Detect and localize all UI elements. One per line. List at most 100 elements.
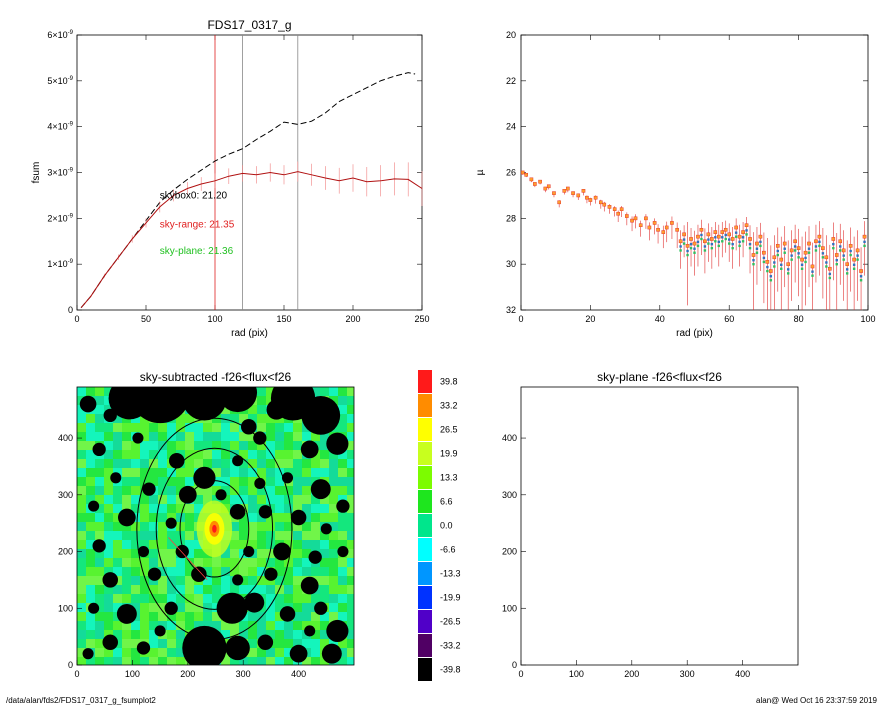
- image-pixel: [539, 522, 548, 531]
- data-point: [638, 223, 643, 228]
- image-pixel: [194, 621, 203, 630]
- image-pixel: [104, 567, 113, 576]
- image-pixel: [575, 612, 584, 621]
- image-pixel: [95, 657, 104, 665]
- image-pixel: [557, 513, 566, 522]
- image-pixel: [575, 567, 584, 576]
- image-pixel: [293, 522, 302, 531]
- image-pixel: [257, 468, 266, 477]
- image-pixel: [701, 648, 710, 657]
- image-pixel: [629, 423, 638, 432]
- image-pixel: [737, 621, 746, 630]
- star-mask: [582, 546, 593, 557]
- image-pixel: [755, 603, 764, 612]
- image-pixel: [104, 558, 113, 567]
- chart-title: sky-plane -f26<flux<f26: [597, 370, 722, 384]
- image-pixel: [791, 630, 800, 639]
- star-mask: [102, 634, 118, 651]
- star-mask: [586, 482, 599, 495]
- image-pixel: [746, 522, 755, 531]
- image-pixel: [284, 504, 293, 513]
- image-pixel: [104, 657, 113, 665]
- y-tick-mantissa: 6×10: [47, 30, 67, 40]
- image-pixel: [347, 612, 354, 621]
- image-pixel: [638, 576, 647, 585]
- image-pixel: [593, 558, 602, 567]
- image-pixel: [692, 585, 701, 594]
- data-point: [546, 184, 551, 189]
- image-pixel: [557, 486, 566, 495]
- image-pixel: [338, 405, 347, 414]
- image-pixel: [665, 621, 674, 630]
- data-point: [707, 238, 710, 241]
- image-pixel: [329, 540, 338, 549]
- image-pixel: [203, 486, 212, 495]
- image-pixel: [773, 612, 782, 621]
- plot-frame: [76, 34, 423, 311]
- image-pixel: [347, 486, 354, 495]
- galaxy-core: [653, 521, 663, 537]
- image-pixel: [284, 486, 293, 495]
- star-mask: [129, 387, 191, 424]
- image-pixel: [248, 531, 257, 540]
- image-pixel: [113, 414, 122, 423]
- image-pixel: [764, 414, 773, 423]
- image-pixel: [329, 495, 338, 504]
- image-pixel: [284, 423, 293, 432]
- image-pixel: [566, 405, 575, 414]
- image-pixel: [311, 387, 320, 396]
- image-pixel: [122, 585, 131, 594]
- image-pixel: [638, 504, 647, 513]
- image-pixel: [575, 531, 584, 540]
- image-pixel: [284, 495, 293, 504]
- image-pixel: [347, 630, 354, 639]
- image-pixel: [647, 612, 656, 621]
- image-pixel: [773, 468, 782, 477]
- image-pixel: [629, 513, 638, 522]
- data-point: [776, 249, 779, 253]
- image-pixel: [131, 477, 140, 486]
- image-pixel: [584, 594, 593, 603]
- image-pixel: [746, 414, 755, 423]
- image-pixel: [122, 432, 131, 441]
- image-pixel: [212, 450, 221, 459]
- image-pixel: [656, 549, 665, 558]
- data-point: [796, 246, 801, 250]
- image-pixel: [293, 468, 302, 477]
- image-pixel: [584, 432, 593, 441]
- image-pixel: [176, 441, 185, 450]
- data-point: [748, 246, 752, 250]
- image-pixel: [710, 621, 719, 630]
- image-pixel: [548, 513, 557, 522]
- star-mask: [726, 472, 737, 483]
- image-pixel: [692, 513, 701, 522]
- image-pixel: [620, 594, 629, 603]
- image-pixel: [629, 540, 638, 549]
- image-pixel: [230, 567, 239, 576]
- image-pixel: [683, 432, 692, 441]
- image-pixel: [230, 468, 239, 477]
- image-pixel: [791, 603, 800, 612]
- image-pixel: [647, 504, 656, 513]
- data-point: [581, 189, 586, 193]
- star-mask: [745, 577, 763, 595]
- image-pixel: [548, 432, 557, 441]
- image-pixel: [338, 459, 347, 468]
- image-pixel: [692, 603, 701, 612]
- image-pixel: [530, 648, 539, 657]
- image-pixel: [584, 495, 593, 504]
- image-pixel: [674, 594, 683, 603]
- image-pixel: [167, 486, 176, 495]
- image-pixel: [719, 432, 728, 441]
- image-pixel: [158, 423, 167, 432]
- image-pixel: [266, 513, 275, 522]
- image-pixel: [701, 567, 710, 576]
- image-pixel: [791, 468, 800, 477]
- image-pixel: [521, 405, 530, 414]
- image-pixel: [746, 603, 755, 612]
- image-pixel: [311, 612, 320, 621]
- image-pixel: [176, 558, 185, 567]
- image-pixel: [347, 504, 354, 513]
- image-pixel: [629, 576, 638, 585]
- image-pixel: [230, 495, 239, 504]
